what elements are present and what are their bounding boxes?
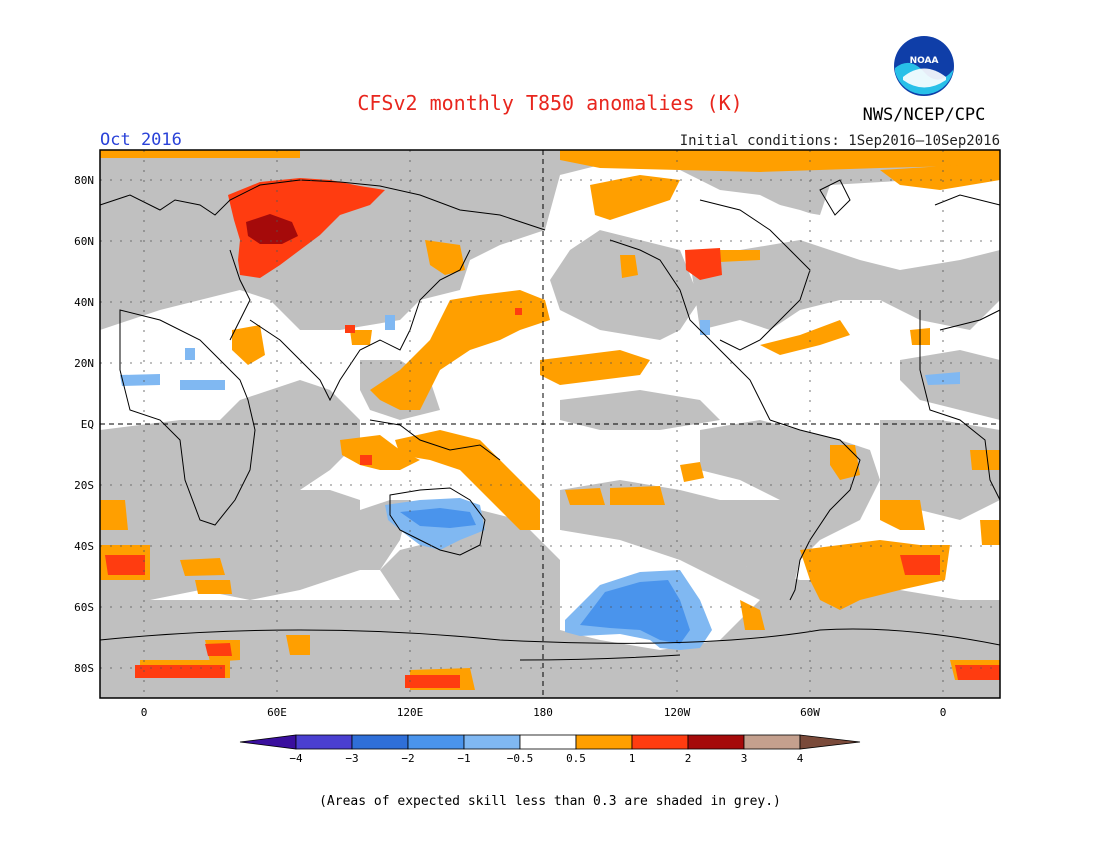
- longitude-labels: 0 60E 120E 180 120W 60W 0: [141, 706, 947, 719]
- map-frame: [99, 149, 1001, 699]
- lat-label: 80N: [74, 174, 94, 187]
- colorbar-labels: −4 −3 −2 −1 −0.5 0.5 1 2 3 4: [289, 752, 803, 765]
- month-label: Oct 2016: [100, 130, 182, 150]
- lon-label: 0: [940, 706, 947, 719]
- lon-label: 120W: [664, 706, 691, 719]
- lon-label: 60W: [800, 706, 820, 719]
- lat-label: 20N: [74, 357, 94, 370]
- colorbar-label: 0.5: [566, 752, 586, 765]
- colorbar-swatch: [351, 734, 409, 750]
- colorbar-label: −3: [345, 752, 358, 765]
- colorbar-swatch: [463, 734, 521, 750]
- chart-title: CFSv2 monthly T850 anomalies (K): [357, 91, 742, 115]
- lat-label: 60N: [74, 235, 94, 248]
- colorbar-swatch: [631, 734, 689, 750]
- lat-label: 40S: [74, 540, 94, 553]
- map-area: [99, 149, 1001, 699]
- colorbar-swatch: [687, 734, 745, 750]
- initial-conditions-label: Initial conditions: 1Sep2016–10Sep2016: [680, 133, 1000, 149]
- lon-label: 180: [533, 706, 553, 719]
- colorbar-label: −2: [401, 752, 414, 765]
- latitude-labels: 80N 60N 40N 20N EQ 20S 40S 60S 80S: [74, 174, 94, 675]
- colorbar-swatch: [743, 734, 801, 750]
- colorbar-swatch: [575, 734, 633, 750]
- colorbar-label: 1: [629, 752, 636, 765]
- noaa-logo: NOAA: [894, 36, 954, 96]
- colorbar-label: 2: [685, 752, 692, 765]
- lon-label: 60E: [267, 706, 287, 719]
- colorbar-label: 4: [797, 752, 804, 765]
- coastlines: [99, 179, 1001, 661]
- colorbar-label: 3: [741, 752, 748, 765]
- lon-label: 120E: [397, 706, 424, 719]
- lat-label: 60S: [74, 601, 94, 614]
- graticule: [100, 150, 1000, 698]
- colorbar: [239, 734, 861, 750]
- colorbar-label: −1: [457, 752, 470, 765]
- anomaly-blue-regions: [400, 508, 690, 644]
- lon-label: 0: [141, 706, 148, 719]
- lat-label: 40N: [74, 296, 94, 309]
- colorbar-swatch: [295, 734, 353, 750]
- colorbar-swatch: [407, 734, 465, 750]
- colorbar-label: −4: [289, 752, 303, 765]
- anomaly-darkred-region: [246, 214, 298, 244]
- lat-label: EQ: [81, 418, 94, 431]
- colorbar-label: −0.5: [507, 752, 534, 765]
- agency-label: NWS/NCEP/CPC: [863, 105, 986, 125]
- lat-label: 80S: [74, 662, 94, 675]
- noaa-logo-text: NOAA: [910, 56, 939, 66]
- anomaly-red-regions: [105, 178, 1000, 688]
- colorbar-low-arrow: [239, 734, 297, 750]
- colorbar-swatch: [519, 734, 577, 750]
- footnote: (Areas of expected skill less than 0.3 a…: [319, 794, 781, 809]
- lat-label: 20S: [74, 479, 94, 492]
- colorbar-high-arrow: [799, 734, 861, 750]
